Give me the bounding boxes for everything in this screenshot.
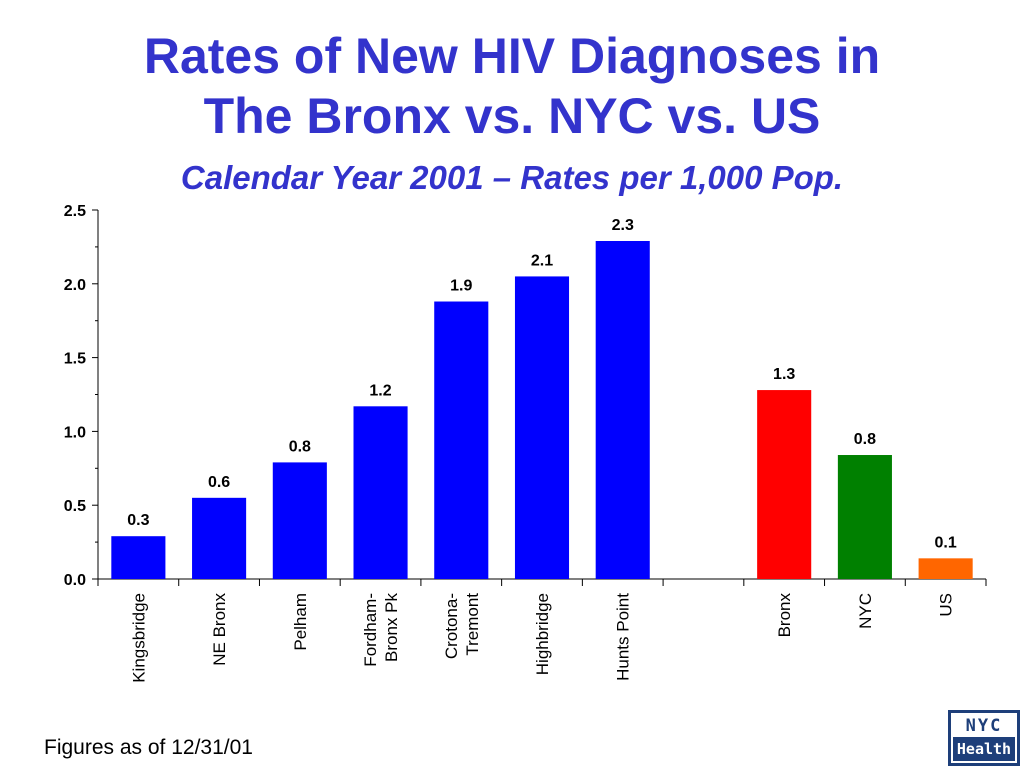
y-tick-label: 2.0 [64,277,86,294]
x-tick-label: Kingsbridge [129,593,148,683]
data-label: 2.1 [531,252,553,269]
bar [514,276,570,579]
y-tick-label: 0.0 [64,572,86,589]
x-tick-label: Bronx [775,593,794,638]
x-tick-label: US [937,593,956,617]
data-label: 0.3 [127,512,149,529]
x-tick-label-line: US [937,593,956,617]
data-label: 0.8 [289,438,311,455]
data-label: 2.3 [612,217,634,234]
x-tick-label-line: Highbridge [533,593,552,675]
x-tick-label-line: Bronx Pk [382,593,401,662]
data-label: 0.1 [935,534,957,551]
bar [192,497,247,579]
title-line-2: The Bronx vs. NYC vs. US [203,88,821,144]
bar [837,455,892,579]
bar [353,406,408,579]
data-label: 1.2 [369,382,391,399]
y-tick-label: 1.5 [64,351,86,368]
x-tick-label: NE Bronx [210,593,229,666]
x-tick-label: NYC [856,593,875,629]
x-tick-label: Hunts Point [614,593,633,681]
data-label: 0.6 [208,474,230,491]
data-label: 1.3 [773,366,795,383]
logo-bottom-text: Health [953,737,1015,761]
footnote: Figures as of 12/31/01 [44,736,253,759]
x-tick-label: Fordham- Bronx Pk [361,593,401,667]
bar [918,558,973,579]
bar [434,301,489,579]
x-tick-label-line: Fordham- [361,593,380,667]
y-tick-label: 1.0 [64,424,86,441]
chart-subtitle: Calendar Year 2001 – Rates per 1,000 Pop… [180,159,844,196]
bar [111,536,166,579]
bar [757,390,812,579]
nyc-health-logo: NYC Health [948,710,1020,766]
chart-title: Rates of New HIV Diagnoses in The Bronx … [0,26,1024,146]
bar [272,462,327,579]
data-label: 1.9 [450,278,472,295]
x-tick-label-line: NYC [856,593,875,629]
x-tick-label-line: Tremont [463,593,482,656]
bar [595,240,650,579]
x-tick-label: Highbridge [533,593,552,675]
x-tick-label: Crotona- Tremont [442,593,482,659]
y-tick-label: 0.5 [64,498,86,515]
x-tick-label-line: Pelham [291,593,310,651]
x-tick-label-line: Kingsbridge [129,593,148,683]
y-tick-label: 2.5 [64,203,86,220]
x-tick-label-line: Hunts Point [614,593,633,681]
logo-top-text: NYC [965,716,1003,736]
x-tick-label-line: NE Bronx [210,593,229,666]
x-tick-label-line: Bronx [775,593,794,638]
x-tick-label: Pelham [291,593,310,651]
x-tick-label-line: Crotona- [442,593,461,659]
title-line-1: Rates of New HIV Diagnoses in [143,28,881,84]
data-label: 0.8 [854,431,876,448]
